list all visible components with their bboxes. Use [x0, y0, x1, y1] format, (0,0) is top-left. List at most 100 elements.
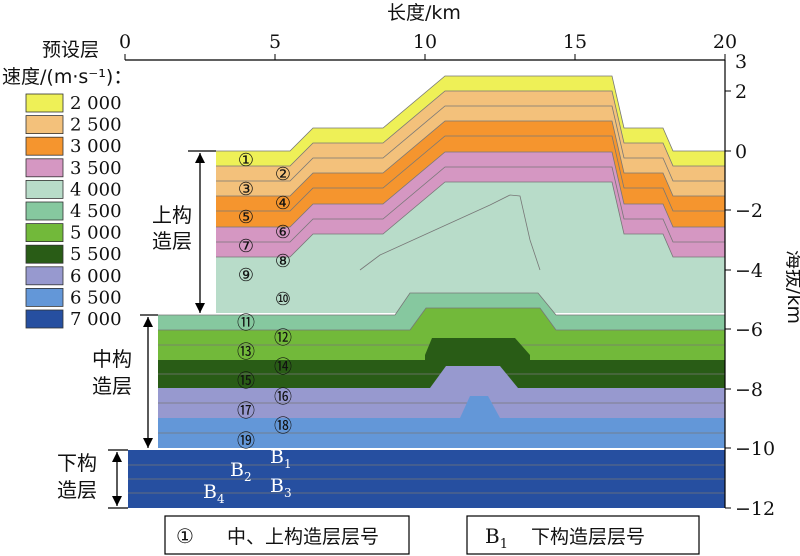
- layer-number: ⑲: [237, 431, 255, 452]
- layer-number: ⑥: [275, 222, 291, 243]
- x-tick-label: 0: [119, 31, 131, 53]
- layer-number: ⑱: [274, 416, 292, 437]
- b-key-symbol: B1: [485, 524, 508, 552]
- middle-layer-label: 中构: [92, 347, 132, 371]
- layer-number: ②: [275, 164, 291, 185]
- lower-layer-label: 下构: [57, 451, 97, 475]
- layer-boundary: [216, 75, 725, 152]
- layer-boundary: [216, 90, 725, 167]
- layer-boundary: [158, 307, 725, 331]
- upper-layer-label: 上构: [152, 203, 192, 227]
- layer-number: ①: [238, 150, 254, 171]
- layer-number: ⑬: [237, 342, 255, 363]
- lower-layer-number: B2: [230, 459, 252, 484]
- legend-swatch: [25, 158, 64, 178]
- legend-label: 3 000: [70, 136, 122, 157]
- x-tick-label: 15: [563, 31, 587, 53]
- b-key-description: 下构造层层号: [531, 526, 645, 548]
- y-tick-label: −8: [735, 379, 763, 401]
- x-tick-label: 10: [413, 31, 437, 53]
- legend-title: 预设层: [42, 39, 99, 61]
- legend-label: 2 000: [70, 93, 122, 114]
- legend-label: 6 000: [70, 266, 122, 287]
- layer-number: ⑪: [237, 313, 255, 334]
- lower-layer-number: B1: [270, 446, 292, 471]
- legend-label: 5 000: [70, 223, 122, 244]
- layer-boundary: [359, 194, 541, 271]
- y-tick-label: −6: [735, 319, 763, 341]
- velocity-layer: [216, 106, 725, 196]
- velocity-model: [128, 75, 725, 508]
- legend-label: 5 500: [70, 244, 122, 265]
- x-tick-label: 5: [269, 31, 281, 53]
- velocity-anomaly: [460, 396, 500, 418]
- layer-number: ⑯: [274, 387, 292, 408]
- y-tick-label: 3: [735, 51, 747, 73]
- x-tick-label: 20: [713, 31, 737, 53]
- layer-boundary: [216, 181, 725, 258]
- legend-label: 4 500: [70, 201, 122, 222]
- legend-swatch: [25, 266, 64, 286]
- lower-layer-label: 造层: [57, 478, 97, 502]
- legend-label: 6 500: [70, 287, 122, 308]
- velocity-layer: [216, 152, 725, 242]
- layer-number: ③: [238, 179, 254, 200]
- layer-number: ⑦: [238, 236, 254, 257]
- x-axis-title: 长度/km: [387, 2, 461, 24]
- x-axis: 0 5 10 15 20 长度/km: [119, 2, 737, 61]
- lower-layer-number: B3: [270, 475, 292, 500]
- velocity-layer: [216, 136, 725, 227]
- y-tick-label: −10: [735, 438, 775, 460]
- y-axis-title: 海拔/km: [783, 250, 800, 324]
- legend-swatch: [25, 115, 64, 134]
- layer-boundary: [216, 166, 725, 243]
- velocity-anomaly: [360, 195, 540, 270]
- circle-key-symbol: ①: [176, 524, 194, 548]
- layer-number: ⑰: [237, 401, 255, 422]
- layer-number: ⑤: [238, 207, 254, 228]
- layer-number: ⑧: [275, 251, 291, 272]
- legend-swatch: [25, 201, 64, 221]
- y-tick-label: 2: [735, 81, 747, 103]
- legend-swatch: [25, 223, 64, 243]
- upper-layer-label: 造层: [152, 229, 192, 253]
- y-tick-label: −12: [735, 498, 775, 520]
- layer-boundary: [216, 105, 725, 182]
- velocity-layer: [216, 121, 725, 211]
- legend-label: 7 000: [70, 309, 122, 330]
- middle-layer-bracket: 中构 造层: [92, 314, 158, 448]
- legend-label: 2 500: [70, 115, 122, 136]
- layer-boundary: [158, 292, 725, 316]
- legend-swatch: [25, 179, 64, 199]
- lower-layer-number: B4: [203, 481, 225, 506]
- y-tick-label: −2: [735, 200, 763, 222]
- velocity-anomaly: [430, 366, 518, 388]
- footer-key: ① 中、上构造层层号 B1 下构造层层号: [164, 515, 700, 555]
- upper-layer-bracket: 上构 造层: [152, 150, 216, 313]
- legend-swatch: [25, 309, 64, 329]
- y-axis: 3 2 0 −2 −4 −6 −8 −10 −12 海拔/km: [724, 51, 800, 520]
- legend-label: 4 000: [70, 179, 122, 200]
- y-tick-label: 0: [735, 141, 747, 163]
- circle-key-description: 中、上构造层层号: [227, 526, 379, 548]
- layer-boundary: [216, 151, 725, 228]
- velocity-layer: [216, 91, 725, 181]
- velocity-anomaly: [425, 338, 530, 370]
- layer-number: ⑨: [238, 265, 254, 286]
- middle-layer-label: 造层: [92, 374, 132, 398]
- legend-swatch: [25, 136, 64, 156]
- layer-number: ⑩: [275, 289, 291, 310]
- legend-swatch: [25, 93, 64, 113]
- legend-swatch: [25, 287, 64, 307]
- layer-number: ④: [275, 193, 291, 214]
- layer-number: ⑫: [274, 328, 292, 349]
- lower-layer-numbers: B1 B2 B3 B4: [203, 446, 292, 506]
- velocity-layer: [216, 167, 725, 257]
- layer-boundary: [216, 135, 725, 212]
- layer-number: ⑮: [237, 371, 255, 392]
- layer-number: ⑭: [274, 357, 292, 378]
- legend-swatch: [25, 244, 64, 264]
